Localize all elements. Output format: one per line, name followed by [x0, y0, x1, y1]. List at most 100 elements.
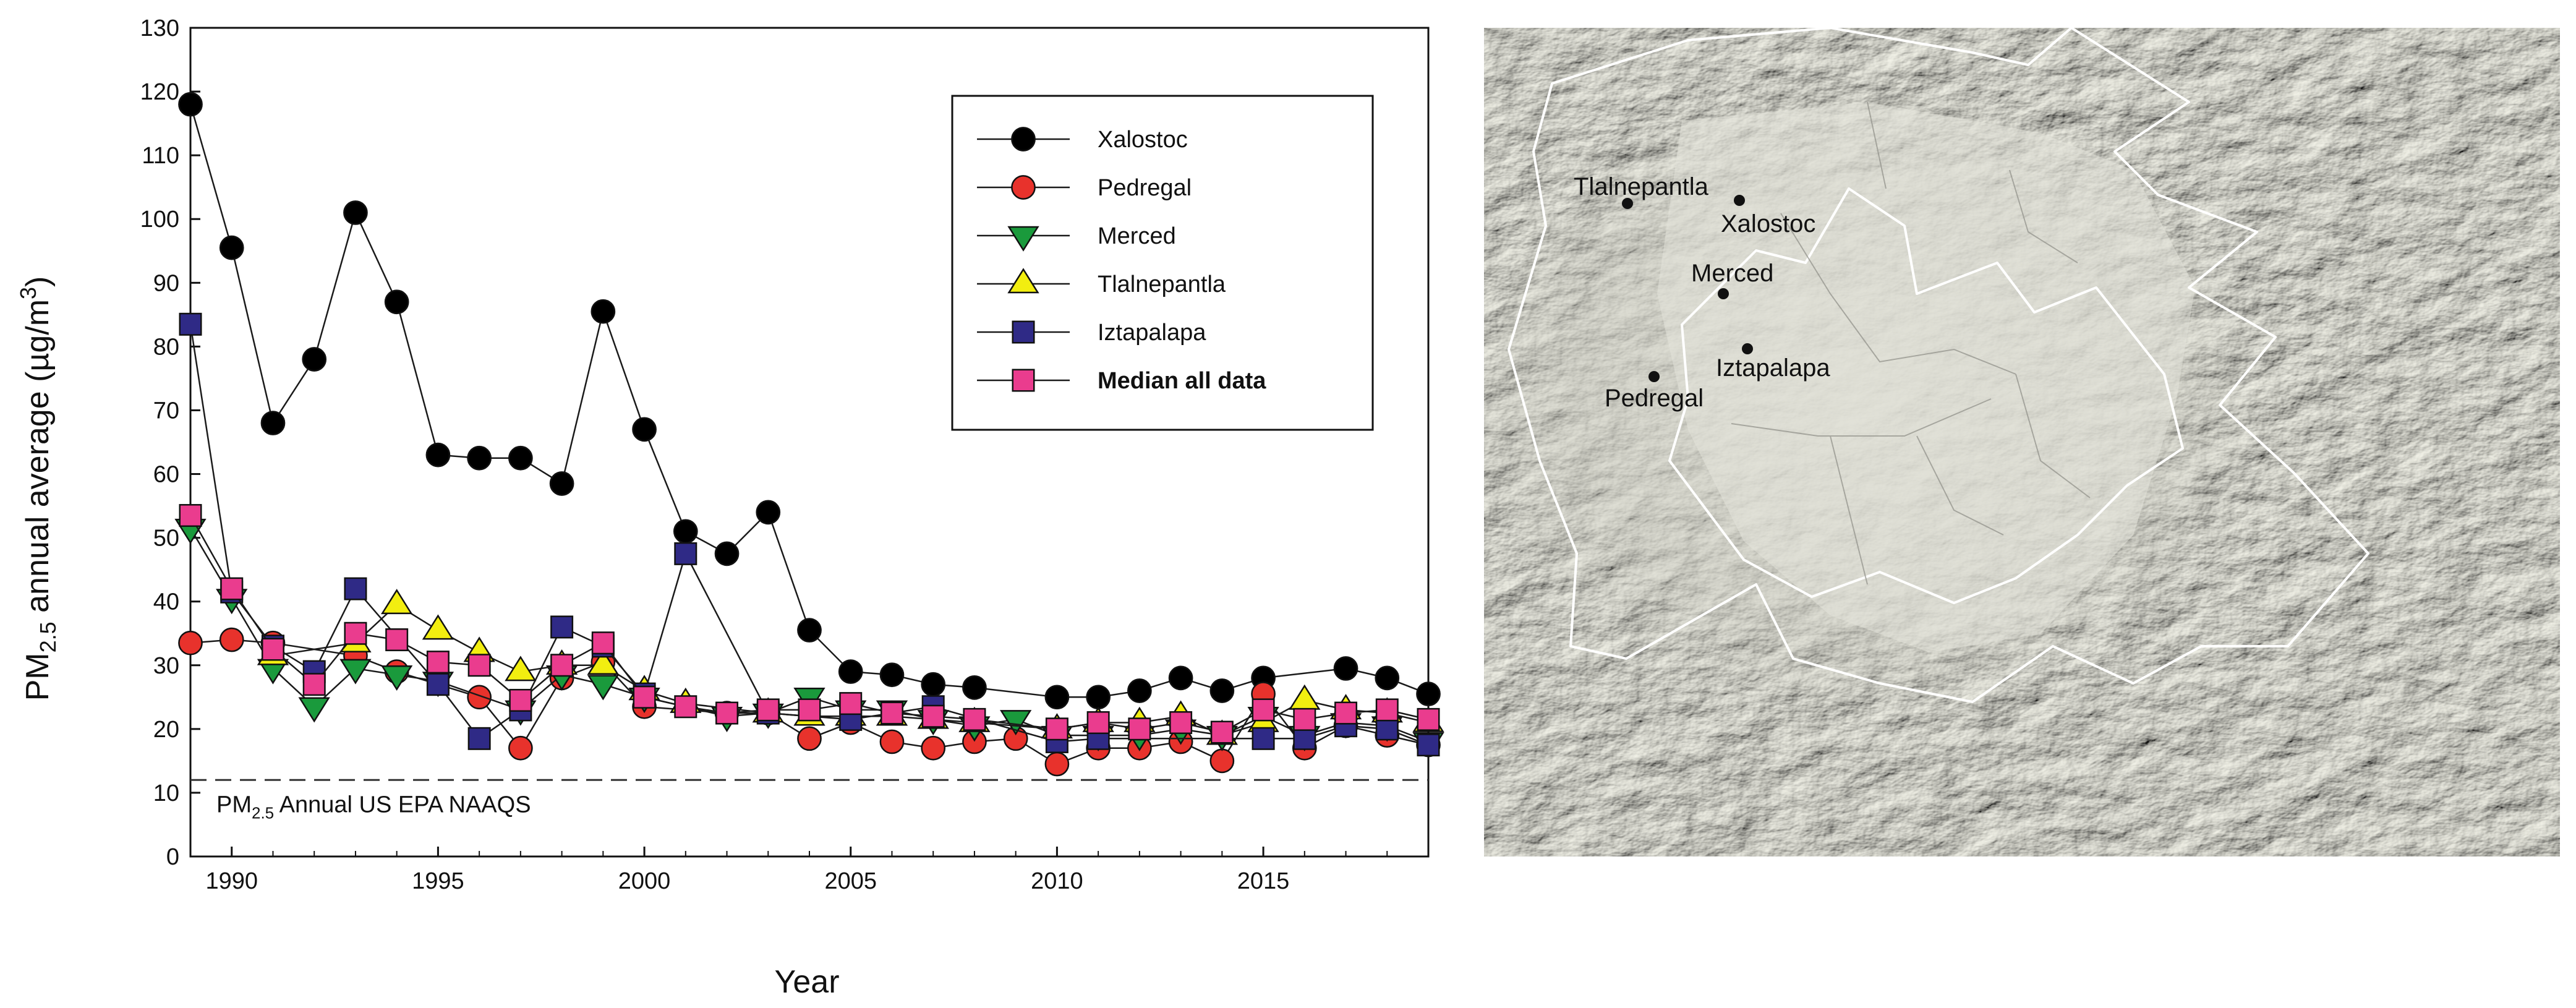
point-iztapalapa	[179, 312, 202, 336]
point-tlalnepantla	[505, 656, 537, 681]
point-xalostoc	[838, 659, 863, 684]
y-tick-label: 80	[153, 334, 179, 360]
y-tick-label: 60	[153, 462, 179, 488]
point-xalostoc	[1044, 685, 1070, 710]
point-median-all-data	[839, 692, 863, 715]
point-pedregal	[1209, 748, 1235, 774]
station-dot-iztapalapa	[1742, 343, 1753, 354]
point-median-all-data	[1375, 698, 1399, 722]
urban-area	[1657, 102, 2195, 652]
point-xalostoc	[1127, 678, 1152, 703]
point-median-all-data	[261, 638, 284, 661]
point-median-all-data	[798, 698, 821, 722]
series-line-iztapalapa	[189, 324, 1429, 746]
point-median-all-data	[1417, 707, 1440, 731]
point-pedregal	[508, 735, 533, 761]
point-median-all-data	[1128, 717, 1151, 741]
point-iztapalapa	[550, 615, 574, 639]
point-xalostoc	[508, 445, 533, 471]
y-axis-title: PM2.5 annual average (µg/m3)	[15, 276, 61, 701]
point-xalostoc	[797, 618, 822, 643]
x-tick-label: 2000	[618, 868, 671, 894]
reference-line-group: PM2.5 Annual US EPA NAAQS	[190, 779, 1428, 822]
point-iztapalapa	[467, 727, 491, 750]
station-dot-pedregal	[1648, 371, 1660, 382]
station-dot-xalostoc	[1734, 195, 1745, 206]
station-label-pedregal: Pedregal	[1605, 385, 1704, 412]
point-xalostoc	[1375, 665, 1400, 691]
point-median-all-data	[385, 628, 409, 652]
station-dot-tlalnepantla	[1622, 198, 1633, 209]
point-median-all-data	[880, 701, 903, 725]
point-xalostoc	[962, 675, 987, 700]
point-iztapalapa	[344, 577, 367, 600]
point-tlalnepantla	[422, 614, 454, 640]
station-label-iztapalapa: Iztapalapa	[1716, 354, 1830, 382]
x-tick-label: 2015	[1237, 868, 1290, 894]
chart-svg: 0 10 20 30 40 50 60 70 80 90 100 110 120 130 1990 1995 2…	[15, 15, 1444, 1000]
point-xalostoc	[384, 289, 409, 315]
point-median-all-data	[220, 577, 244, 600]
point-iztapalapa	[1293, 727, 1316, 750]
municipal-lines	[1731, 101, 2091, 585]
point-pedregal	[219, 627, 244, 652]
point-median-all-data	[1293, 707, 1316, 731]
map-svg: Tlalnepantla Xalostoc Merced Iztapalapa …	[1484, 28, 2560, 856]
legend-marker-tlalnepantla	[1007, 268, 1039, 294]
series-xalostoc	[178, 92, 1441, 710]
point-median-all-data	[1086, 711, 1110, 735]
y-tick-label: 120	[140, 79, 179, 105]
legend-marker-pedregal	[1011, 175, 1036, 200]
point-xalostoc	[1416, 681, 1441, 707]
point-xalostoc	[756, 500, 781, 525]
station-markers	[1622, 195, 1753, 382]
y-tick-label: 50	[153, 526, 179, 552]
point-xalostoc	[467, 445, 492, 471]
point-xalostoc	[632, 417, 657, 442]
legend-label-xalostoc: Xalostoc	[1098, 127, 1188, 153]
point-median-all-data	[509, 688, 532, 712]
point-median-all-data	[426, 651, 450, 674]
point-iztapalapa	[1375, 717, 1399, 741]
point-tlalnepantla	[381, 589, 413, 615]
y-tick-label: 10	[153, 780, 179, 806]
point-median-all-data	[1252, 698, 1275, 722]
y-tick-label: 20	[153, 717, 179, 743]
point-xalostoc	[219, 235, 244, 260]
point-tlalnepantla	[587, 649, 619, 675]
point-median-all-data	[550, 654, 574, 677]
legend-label-tlalnepantla: Tlalnepantla	[1098, 271, 1226, 297]
point-median-all-data	[674, 695, 697, 719]
point-xalostoc	[1086, 685, 1111, 710]
pm25-chart: 0 10 20 30 40 50 60 70 80 90 100 110 120 130 1990 1995 2…	[15, 15, 1444, 1000]
point-xalostoc	[343, 200, 368, 225]
legend-marker-xalostoc	[1011, 127, 1036, 152]
point-xalostoc	[260, 411, 286, 435]
point-xalostoc	[1209, 678, 1235, 703]
point-median-all-data	[591, 631, 615, 655]
point-pedregal	[921, 735, 946, 761]
point-merced	[587, 675, 619, 701]
x-tick-label: 2005	[824, 868, 877, 894]
point-merced	[1000, 710, 1032, 736]
point-pedregal	[797, 726, 822, 751]
series-median-all-data	[179, 504, 1440, 744]
point-xalostoc	[879, 662, 905, 688]
point-median-all-data	[302, 673, 326, 696]
x-axis-title: Year	[774, 964, 839, 1000]
station-label-merced: Merced	[1691, 260, 1773, 287]
point-median-all-data	[1045, 717, 1068, 741]
point-merced	[339, 659, 372, 685]
y-tick-label: 0	[166, 844, 179, 870]
axes: 0 10 20 30 40 50 60 70 80 90 100 110 120 130 1990 1995 2…	[140, 15, 1430, 894]
point-median-all-data	[963, 707, 986, 731]
legend-label-merced: Merced	[1098, 223, 1176, 249]
y-tick-label: 30	[153, 653, 179, 679]
point-merced	[381, 665, 413, 691]
point-iztapalapa	[674, 542, 697, 565]
point-xalostoc	[425, 442, 451, 468]
point-iztapalapa	[426, 673, 450, 696]
y-tick-label: 40	[153, 589, 179, 615]
legend-marker-iztapalapa	[1012, 320, 1035, 344]
legend-marker-median-all-data	[1012, 369, 1035, 392]
